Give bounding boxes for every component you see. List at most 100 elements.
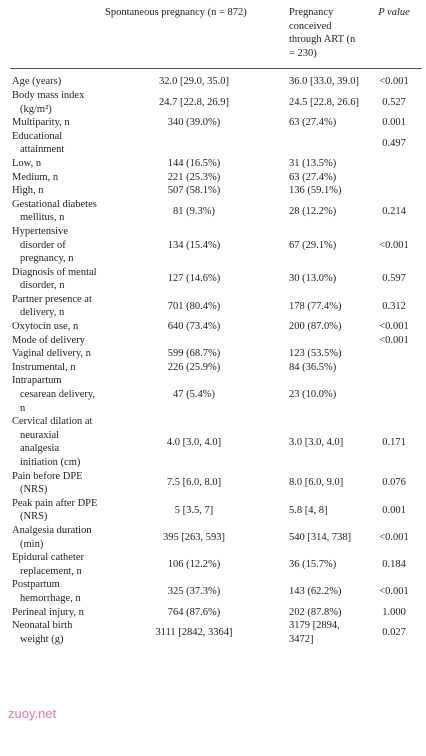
table-body: Age (years) 32.0 [29.0, 35.0] 36.0 [33.0, … — [10, 69, 422, 646]
data-table: Spontaneous pregnancy (n = 872) Pregnanc… — [10, 6, 422, 646]
table-row: Analgesia duration (min) 395 [263, 593] 54… — [10, 524, 422, 551]
table-row: Cervical dilation at neuraxial analgesia… — [10, 415, 422, 469]
table-cell: 764 (87.6%) — [167, 606, 221, 618]
row-label: Peak pain after DPE (NRS) — [12, 497, 98, 523]
table-row: Vaginal delivery, n 599 (68.7%) 123 (53.5%… — [10, 347, 422, 361]
table-cell: 0.076 — [382, 477, 406, 489]
table-cell: 24.5 [22.8, 26.6] — [289, 96, 359, 108]
table-row: Perineal injury, n 764 (87.6%) 202 (87.8%)… — [10, 606, 422, 620]
table-cell: <0.001 — [379, 321, 409, 333]
table-cell: 202 (87.8%) — [289, 606, 342, 618]
row-label: Low, n — [12, 157, 42, 169]
row-label: Multiparity, n — [12, 117, 70, 129]
table-cell — [366, 171, 422, 185]
table-cell: 640 (73.4%) — [167, 321, 221, 333]
table-cell: 0.527 — [382, 96, 406, 108]
table-cell: 123 (53.5%) — [289, 348, 342, 360]
row-label: Gestational diabetes mellitus, n — [12, 198, 97, 224]
table-row: Oxytocin use, n 640 (73.4%) 200 (87.0%) <0.… — [10, 320, 422, 334]
table-row: Intrapartum cesarean delivery, n 47 (5.4%… — [10, 374, 422, 415]
table-cell: 0.001 — [382, 117, 406, 129]
table-cell: 144 (16.5%) — [167, 157, 221, 169]
table-row: Diagnosis of mental disorder, n 127 (14.6… — [10, 266, 422, 293]
table-cell: 5.8 [4, 8] — [289, 504, 328, 516]
table-cell: 4.0 [3.0, 4.0] — [166, 436, 222, 448]
table-row: Gestational diabetes mellitus, n 81 (9.3%… — [10, 198, 422, 225]
table-row: Instrumental, n 226 (25.9%) 84 (36.5%) — [10, 361, 422, 375]
table-cell: 127 (14.6%) — [167, 273, 221, 285]
table-cell: 8.0 [6.0, 9.0] — [289, 477, 344, 489]
row-label: Postpartum hemorrhage, n — [12, 579, 81, 604]
table-cell: 47 (5.4%) — [173, 389, 215, 401]
table-row: Low, n 144 (16.5%) 31 (13.5%) — [10, 157, 422, 171]
table-cell: 507 (58.1%) — [167, 185, 221, 197]
table-cell: 63 (27.4%) — [289, 171, 337, 183]
table-cell — [366, 184, 422, 198]
table-row: Postpartum hemorrhage, n 325 (37.3%) 143 (… — [10, 578, 422, 605]
row-label: Hypertensive disorder of pregnancy, n — [12, 225, 74, 265]
table-cell — [102, 130, 286, 157]
table-cell: 325 (37.3%) — [167, 586, 221, 598]
row-label: Cervical dilation at neuraxial analgesia… — [12, 416, 93, 468]
table-cell: 599 (68.7%) — [167, 348, 221, 360]
row-label: Intrapartum cesarean delivery, n — [12, 375, 96, 414]
row-label: High, n — [12, 185, 44, 197]
table-cell: 81 (9.3%) — [173, 205, 215, 217]
table-cell: 31 (13.5%) — [289, 157, 337, 169]
table-row: Hypertensive disorder of pregnancy, n 134… — [10, 225, 422, 266]
row-label: Perineal injury, n — [12, 606, 84, 618]
table-cell: 84 (36.5%) — [289, 361, 337, 373]
table-cell: 143 (62.2%) — [289, 586, 342, 598]
table-header: Spontaneous pregnancy (n = 872) Pregnanc… — [10, 6, 422, 70]
table-cell: 136 (59.1%) — [289, 185, 342, 197]
table-cell: 1.000 — [382, 606, 406, 618]
table-cell — [286, 130, 366, 157]
table-row: Partner presence at delivery, n 701 (80.4… — [10, 293, 422, 320]
table-cell: 3111 [2842, 3364] — [155, 626, 233, 638]
table-cell: 36.0 [33.0, 39.0] — [289, 76, 359, 88]
row-label: Age (years) — [12, 76, 62, 88]
table-cell: 134 (15.4%) — [167, 239, 221, 251]
table-cell: 0.597 — [382, 273, 406, 285]
table-cell — [366, 347, 422, 361]
table-row: Pain before DPE (NRS) 7.5 [6.0, 8.0] 8.0 [… — [10, 470, 422, 497]
table-cell: 36 (15.7%) — [289, 558, 337, 570]
row-label: Diagnosis of mental disorder, n — [12, 266, 97, 292]
table-cell: <0.001 — [379, 531, 409, 543]
table-cell: 7.5 [6.0, 8.0] — [166, 477, 222, 489]
row-label: Oxytocin use, n — [12, 321, 79, 333]
table-cell: 221 (25.3%) — [167, 171, 221, 183]
row-label: Body mass index (kg/m²) — [12, 89, 85, 115]
table-cell: <0.001 — [379, 586, 409, 598]
row-label: Pain before DPE (NRS) — [12, 470, 83, 496]
header-row: Spontaneous pregnancy (n = 872) Pregnanc… — [10, 6, 422, 70]
table-cell: 0.001 — [382, 504, 406, 516]
header-cell: Pregnancy conceived through ART (n = 230… — [286, 6, 366, 70]
table-cell: 0.184 — [382, 558, 406, 570]
table-cell: <0.001 — [379, 239, 409, 251]
row-label: Analgesia duration (min) — [12, 524, 92, 550]
row-label: Neonatal birth weight (g) — [12, 620, 73, 645]
table-row: Peak pain after DPE (NRS) 5 [3.5, 7] 5.8 [… — [10, 497, 422, 524]
table-cell: 32.0 [29.0, 35.0] — [159, 76, 229, 88]
table-cell: 67 (29.1%) — [289, 239, 337, 251]
table-cell — [366, 361, 422, 375]
table-row: Mode of delivery <0.001 — [10, 334, 422, 348]
table-cell: 24.7 [22.8, 26.9] — [159, 96, 229, 108]
table-cell: 5 [3.5, 7] — [174, 504, 214, 516]
table-cell: 701 (80.4%) — [167, 300, 221, 312]
row-label: Vaginal delivery, n — [12, 348, 91, 360]
table-cell: 28 (12.2%) — [289, 205, 337, 217]
table-row: Body mass index (kg/m²) 24.7 [22.8, 26.9]… — [10, 89, 422, 116]
table-row: Multiparity, n 340 (39.0%) 63 (27.4%) 0.001 — [10, 116, 422, 130]
table-cell — [286, 334, 366, 348]
watermark: zuoy.net — [8, 706, 57, 721]
header-cell — [10, 6, 102, 70]
table-cell: 340 (39.0%) — [167, 117, 221, 129]
table-cell: 226 (25.9%) — [167, 361, 221, 373]
table-cell: 30 (13.0%) — [289, 273, 337, 285]
table-cell: 3.0 [3.0, 4.0] — [289, 436, 344, 448]
table-cell: 63 (27.4%) — [289, 117, 337, 129]
table-cell: 0.497 — [382, 137, 406, 149]
header-cell: P value — [366, 6, 422, 70]
